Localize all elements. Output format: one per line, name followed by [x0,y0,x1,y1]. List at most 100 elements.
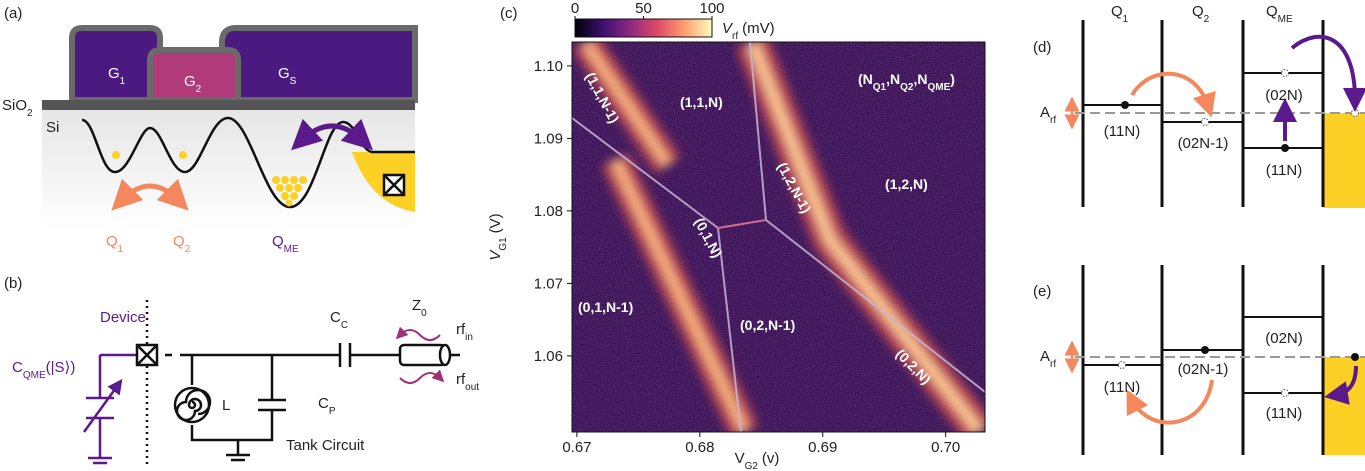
wire [190,355,274,462]
amplitude-label: Arf [1040,348,1056,370]
subscript: 1 [120,76,126,87]
subscript: in [465,332,473,343]
text: (|S⟩) [46,359,76,376]
transition-arrow [1290,34,1365,112]
text: Q [173,233,185,250]
variable-capacitor [82,385,118,433]
text: V [722,20,734,37]
level-label: (11N) [1266,162,1302,179]
y-tick-label: 1.06 [534,348,563,365]
text: A [1040,104,1050,121]
panel-label: (b) [4,275,22,292]
panel-label: (d) [1033,39,1051,56]
text: A [1040,348,1050,365]
subscript: rf [1050,359,1056,370]
device-wire [88,353,137,465]
text: (N [858,71,873,87]
column-label: QME [1266,3,1293,25]
amplitude-label: Arf [1040,104,1056,126]
subscript: 0 [421,308,427,319]
electron [1201,346,1209,354]
gate [219,25,418,103]
gate-label: GS [278,65,297,87]
region-label: (0,2,N-1) [740,317,795,333]
empty-state [1281,389,1289,397]
text: (V) [487,213,504,233]
device-label: Device [100,309,146,326]
gate [69,25,163,103]
text: Q [272,233,284,250]
text: rf [456,371,466,388]
subscript: ME [1278,14,1293,25]
panel-b: (b) Device CQME(|S⟩) L CC CP Z0 rfin rfo… [4,275,479,468]
subscript: out [465,382,479,393]
gate [147,47,241,103]
subscript: rf [1050,115,1056,126]
text: ,N [886,71,900,87]
text: ,N [913,71,927,87]
gate-label: G2 [184,73,202,95]
level-label: (11N) [1266,405,1302,422]
inductor-label: L [222,397,230,414]
subscript: 2 [185,244,191,255]
subscript: QME [927,82,950,93]
inductor-coil [175,388,212,422]
electron [1121,101,1129,109]
wave [395,326,441,341]
substrate-label: Si [46,119,59,136]
empty-state [1351,109,1359,117]
subscript: 1 [1123,14,1129,25]
region-label: (1,1,N) [680,94,723,110]
dot-label: Q2 [173,233,191,255]
coax-end [438,343,452,367]
wave [399,369,445,384]
subscript: Q1 [873,82,887,93]
capacitance-label: CQME(|S⟩) [12,359,75,381]
coax [398,343,447,367]
text: G [108,65,120,82]
column-label: Q1 [1111,3,1129,25]
colorbar-label: Vrf (mV) [722,20,775,42]
transition-arrow [1126,379,1214,425]
transition-arrow [1324,365,1358,405]
panel-c: (c) Vrf (mV) VG2 (v) VG1(V) (NQ1,NQ2,NQME)… [487,0,986,471]
region-label: (1,2,N) [885,176,928,192]
y-tick-label: 1.08 [534,203,563,220]
reservoir [1323,357,1365,455]
substrate [42,110,415,230]
barrier [1081,265,1325,455]
text: C [12,359,23,376]
plot-frame [571,41,986,433]
junction-cross [136,344,158,366]
capacitor-label: CP [318,395,336,417]
text: C [330,309,341,326]
text: C [318,395,329,412]
text: Q [1111,3,1123,20]
capacitor-label: CC [330,309,348,331]
panel-d: (d) Q1 Q2 QME Arf (11N) (02N-1) (02N) (1… [1033,3,1365,208]
text: V [735,450,745,467]
text: SiO [2,97,27,114]
subscript: S [290,76,297,87]
empty-state [1201,118,1209,126]
capacitor [258,398,286,412]
y-axis-label: VG1 (V) [487,213,509,260]
level-label: (02N) [1265,87,1303,104]
rf-label: rfout [456,371,479,393]
subscript: 2 [1204,14,1210,25]
text: Q [1192,3,1204,20]
colorbar [574,18,713,38]
tunnel-arrow [111,178,189,211]
level-label: (11N) [1104,123,1140,140]
column-label: Q2 [1192,3,1210,25]
text: ) [950,71,955,87]
colorbar-tick-label: 50 [635,0,652,17]
region-label: (0,1,N-1) [578,299,633,315]
reservoir [1323,113,1365,208]
region-legend: (NQ1,NQ2,NQME) [858,71,955,93]
empty-state [1118,361,1126,369]
subscript: 2 [196,84,202,95]
subscript: Q2 [900,82,914,93]
text: (mV) [742,20,775,37]
